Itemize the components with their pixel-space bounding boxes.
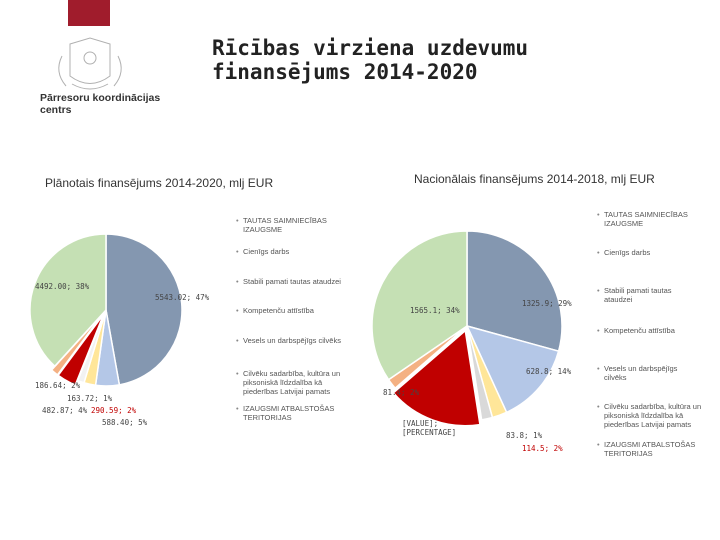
slide-title-line-1: Rīcības virziena uzdevumu: [212, 36, 529, 60]
chart2-label-6: 1565.1; 34%: [410, 306, 460, 315]
chart1-label-1: 588.40; 5%: [102, 418, 148, 427]
slide-title: Rīcības virziena uzdevumu finansējums 20…: [212, 36, 528, 84]
org-name-line-1: Pārresoru koordinācijas: [40, 92, 161, 104]
chart1-label-2: 290.59; 2%: [91, 406, 137, 415]
chart2-label-5: 81.4; 2%: [383, 388, 420, 397]
legend2-item-3: Kompetenču attīstība: [597, 326, 714, 335]
legend2-item-4: Vesels un darbspējīgs cilvēks: [597, 364, 694, 382]
chart1-slice-6: [29, 233, 107, 368]
legend1-item-6: IZAUGSMI ATBALSTOŠAS TERITORIJAS: [236, 404, 343, 422]
chart2-title: Nacionālais finansējums 2014-2018, mlj E…: [414, 172, 655, 186]
chart2-label-4: [VALUE]; [PERCENTAGE]: [402, 419, 457, 437]
chart1-title: Plānotais finansējums 2014-2020, mlj EUR: [45, 176, 274, 190]
legend2-item-6: IZAUGSMI ATBALSTOŠAS TERITORIJAS: [597, 440, 704, 458]
coat-of-arms-logo: [58, 37, 122, 90]
brand-bar: [68, 0, 110, 26]
legend2-item-0: TAUTAS SAIMNIECĪBAS IZAUGSME: [597, 210, 704, 228]
chart2-slice-6: [371, 230, 468, 381]
legend1-item-1: Cienīgs darbs: [236, 247, 363, 256]
chart2-slice-0: [466, 230, 563, 353]
legend1-item-2: Stabili pamati tautas ataudzei: [236, 277, 373, 286]
legend2-item-1: Cienīgs darbs: [597, 248, 704, 257]
chart2-slice-4: [392, 329, 481, 427]
chart2-label-1: 628.8; 14%: [526, 367, 572, 376]
legend1-item-0: TAUTAS SAIMNIECĪBAS IZAUGSME: [236, 216, 363, 234]
chart2-slice-3: [466, 325, 494, 421]
chart1-label-6: 4492.00; 38%: [35, 282, 90, 291]
chart1-slice-0: [105, 233, 183, 386]
legend1-item-3: Kompetenču attīstība: [236, 306, 363, 315]
chart1-slice-5: [50, 313, 104, 376]
org-name-line-2: centrs: [40, 104, 72, 116]
chart1-label-0: 5543.02; 47%: [155, 293, 210, 302]
legend1-item-5: Cilvēku sadarbība, kultūra un piksoniskā…: [236, 369, 353, 396]
chart2-label-2: 114.5; 2%: [522, 444, 563, 453]
legend2-item-2: Stabili pamati tautas ataudzei: [597, 286, 694, 304]
chart2-label-0: 1325.9; 29%: [522, 299, 572, 308]
organization-name: Pārresoru koordinācijas centrs: [40, 92, 160, 116]
legend2-item-5: Cilvēku sadarbība, kultūra un piksoniskā…: [597, 402, 704, 429]
chart1-label-5: 186.64; 2%: [35, 381, 81, 390]
chart2-label-3: 83.8; 1%: [506, 431, 543, 440]
slide-title-line-2: finansējums 2014-2020: [212, 60, 478, 84]
chart1-label-3: 163.72; 1%: [67, 394, 113, 403]
legend1-item-4: Vesels un darbspējīgs cilvēks: [236, 336, 373, 345]
chart1-slice-4: [57, 313, 105, 386]
chart1-label-4: 482.87; 4%: [42, 406, 88, 415]
chart2-slice-1: [465, 324, 560, 414]
